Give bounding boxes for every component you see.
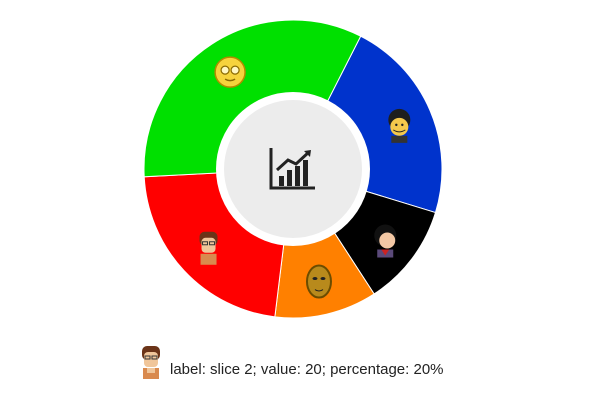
smiley-glasses-icon[interactable] [214, 56, 246, 88]
legend-text: label: slice 2; value: 20; percentage: 2… [170, 361, 444, 378]
avatar-dark-hair-icon[interactable] [374, 224, 397, 258]
selected-slice-legend: label: slice 2; value: 20; percentage: 2… [136, 340, 444, 380]
donut-chart [143, 19, 443, 319]
center-hub [216, 92, 370, 246]
avatar-glasses-icon [142, 346, 160, 379]
donut-chart-svg [143, 19, 443, 319]
golden-mask-icon[interactable] [305, 264, 332, 299]
avatar-glasses-icon[interactable] [199, 231, 218, 265]
avatar-curly-hair-icon[interactable] [388, 108, 411, 143]
chart-growth-icon [269, 148, 315, 190]
slice-icons-layer [199, 56, 411, 299]
